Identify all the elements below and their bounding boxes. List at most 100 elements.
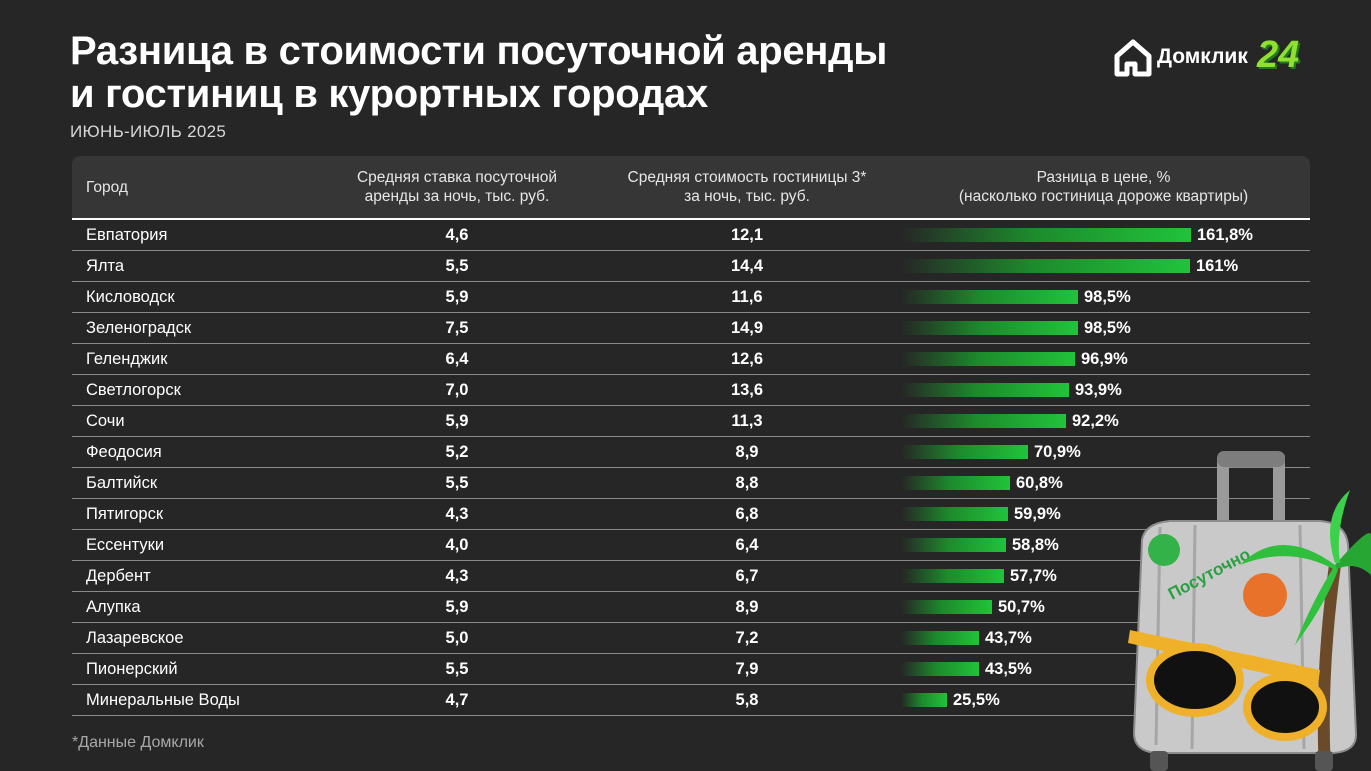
header-diff-line-1: Разница в цене, % bbox=[1036, 169, 1171, 186]
page-title: Разница в стоимости посуточной аренды и … bbox=[70, 30, 970, 116]
diff-label: 98,5% bbox=[1084, 319, 1131, 337]
diff-label: 57,7% bbox=[1010, 567, 1057, 585]
city-name: Кисловодск bbox=[72, 281, 317, 313]
hotel-value: 8,9 bbox=[597, 591, 897, 623]
hotel-value: 12,1 bbox=[597, 219, 897, 251]
period-subtitle: ИЮНЬ-ИЮЛЬ 2025 bbox=[70, 122, 227, 141]
sunglasses-icon bbox=[1128, 630, 1327, 741]
rent-value: 5,9 bbox=[317, 405, 597, 437]
header-hotel: Средняя стоимость гостиницы 3* за ночь, … bbox=[597, 156, 897, 220]
header-rent: Средняя ставка посуточной аренды за ночь… bbox=[317, 156, 597, 220]
rent-value: 7,0 bbox=[317, 374, 597, 406]
city-name: Геленджик bbox=[72, 343, 317, 375]
diff-cell: 161,8% bbox=[897, 219, 1310, 251]
diff-label: 58,8% bbox=[1012, 536, 1059, 554]
diff-label: 93,9% bbox=[1075, 381, 1122, 399]
rent-value: 4,3 bbox=[317, 498, 597, 530]
table-row: Евпатория 4,6 12,1 161,8% bbox=[72, 219, 1310, 251]
diff-label: 70,9% bbox=[1034, 443, 1081, 461]
rent-value: 4,0 bbox=[317, 529, 597, 561]
hotel-value: 14,9 bbox=[597, 312, 897, 344]
rent-value: 7,5 bbox=[317, 312, 597, 344]
diff-cell: 60,8% bbox=[897, 467, 1310, 499]
diff-bar bbox=[901, 631, 979, 645]
diff-label: 161,8% bbox=[1197, 226, 1253, 244]
diff-bar bbox=[901, 259, 1190, 273]
diff-bar bbox=[901, 538, 1006, 552]
diff-bar bbox=[901, 290, 1078, 304]
rent-value: 5,2 bbox=[317, 436, 597, 468]
domclick-logo: Домклик 24 bbox=[1113, 34, 1318, 80]
header-diff: Разница в цене, % (насколько гостиница д… bbox=[897, 156, 1310, 220]
header-rent-line-2: аренды за ночь, тыс. руб. bbox=[364, 188, 550, 205]
suitcase-handle bbox=[1217, 451, 1285, 530]
table-row: Пионерский 5,5 7,9 43,5% bbox=[72, 653, 1310, 685]
table-row: Дербент 4,3 6,7 57,7% bbox=[72, 560, 1310, 592]
table-row: Ялта 5,5 14,4 161% bbox=[72, 250, 1310, 282]
table-row: Зеленоградск 7,5 14,9 98,5% bbox=[72, 312, 1310, 344]
diff-label: 43,7% bbox=[985, 629, 1032, 647]
city-name: Пятигорск bbox=[72, 498, 317, 530]
diff-cell: 92,2% bbox=[897, 405, 1310, 437]
hotel-value: 8,8 bbox=[597, 467, 897, 499]
city-name: Минеральные Воды bbox=[72, 684, 317, 716]
hotel-value: 7,2 bbox=[597, 622, 897, 654]
city-name: Зеленоградск bbox=[72, 312, 317, 344]
city-name: Феодосия bbox=[72, 436, 317, 468]
hotel-value: 6,4 bbox=[597, 529, 897, 561]
rent-value: 5,5 bbox=[317, 653, 597, 685]
hotel-value: 14,4 bbox=[597, 250, 897, 282]
logo-text: Домклик bbox=[1157, 45, 1248, 68]
sticker-logo-icon bbox=[1148, 534, 1180, 566]
diff-bar bbox=[901, 383, 1069, 397]
diff-cell: 98,5% bbox=[897, 312, 1310, 344]
rent-value: 5,5 bbox=[317, 250, 597, 282]
table-header-row: Город Средняя ставка посуточной аренды з… bbox=[72, 156, 1310, 220]
table-row: Ессентуки 4,0 6,4 58,8% bbox=[72, 529, 1310, 561]
hotel-value: 7,9 bbox=[597, 653, 897, 685]
hotel-value: 8,9 bbox=[597, 436, 897, 468]
hotel-value: 11,6 bbox=[597, 281, 897, 313]
table-row: Балтийск 5,5 8,8 60,8% bbox=[72, 467, 1310, 499]
table-row: Светлогорск 7,0 13,6 93,9% bbox=[72, 374, 1310, 406]
diff-bar bbox=[901, 476, 1010, 490]
diff-label: 60,8% bbox=[1016, 474, 1063, 492]
city-name: Дербент bbox=[72, 560, 317, 592]
rent-value: 5,9 bbox=[317, 281, 597, 313]
palm-icon bbox=[1240, 490, 1371, 771]
city-name: Ялта bbox=[72, 250, 317, 282]
diff-bar bbox=[901, 352, 1075, 366]
diff-bar bbox=[901, 693, 947, 707]
diff-cell: 98,5% bbox=[897, 281, 1310, 313]
rent-value: 5,0 bbox=[317, 622, 597, 654]
diff-label: 50,7% bbox=[998, 598, 1045, 616]
table-row: Минеральные Воды 4,7 5,8 25,5% bbox=[72, 684, 1310, 716]
city-name: Сочи bbox=[72, 405, 317, 437]
table-row: Сочи 5,9 11,3 92,2% bbox=[72, 405, 1310, 437]
hotel-value: 5,8 bbox=[597, 684, 897, 716]
rent-value: 5,5 bbox=[317, 467, 597, 499]
diff-label: 25,5% bbox=[953, 691, 1000, 709]
ball-sticker-icon bbox=[1243, 573, 1287, 617]
rent-value: 4,7 bbox=[317, 684, 597, 716]
header-rent-line-1: Средняя ставка посуточной bbox=[356, 169, 557, 186]
diff-label: 96,9% bbox=[1081, 350, 1128, 368]
rent-value: 5,9 bbox=[317, 591, 597, 623]
hotel-value: 11,3 bbox=[597, 405, 897, 437]
diff-label: 59,9% bbox=[1014, 505, 1061, 523]
header-hotel-line-2: за ночь, тыс. руб. bbox=[684, 188, 810, 205]
rent-value: 4,3 bbox=[317, 560, 597, 592]
header-diff-line-2: (насколько гостиница дороже квартиры) bbox=[958, 188, 1249, 205]
title-line-1: Разница в стоимости посуточной аренды bbox=[70, 29, 888, 73]
diff-cell: 96,9% bbox=[897, 343, 1310, 375]
diff-bar bbox=[901, 600, 992, 614]
header-city-label: Город bbox=[86, 178, 128, 196]
diff-bar bbox=[901, 569, 1004, 583]
city-name: Алупка bbox=[72, 591, 317, 623]
diff-bar bbox=[901, 228, 1191, 242]
diff-bar bbox=[901, 414, 1066, 428]
table-row: Пятигорск 4,3 6,8 59,9% bbox=[72, 498, 1310, 530]
suitcase-wheels bbox=[1150, 751, 1333, 771]
diff-label: 98,5% bbox=[1084, 288, 1131, 306]
hotel-value: 12,6 bbox=[597, 343, 897, 375]
